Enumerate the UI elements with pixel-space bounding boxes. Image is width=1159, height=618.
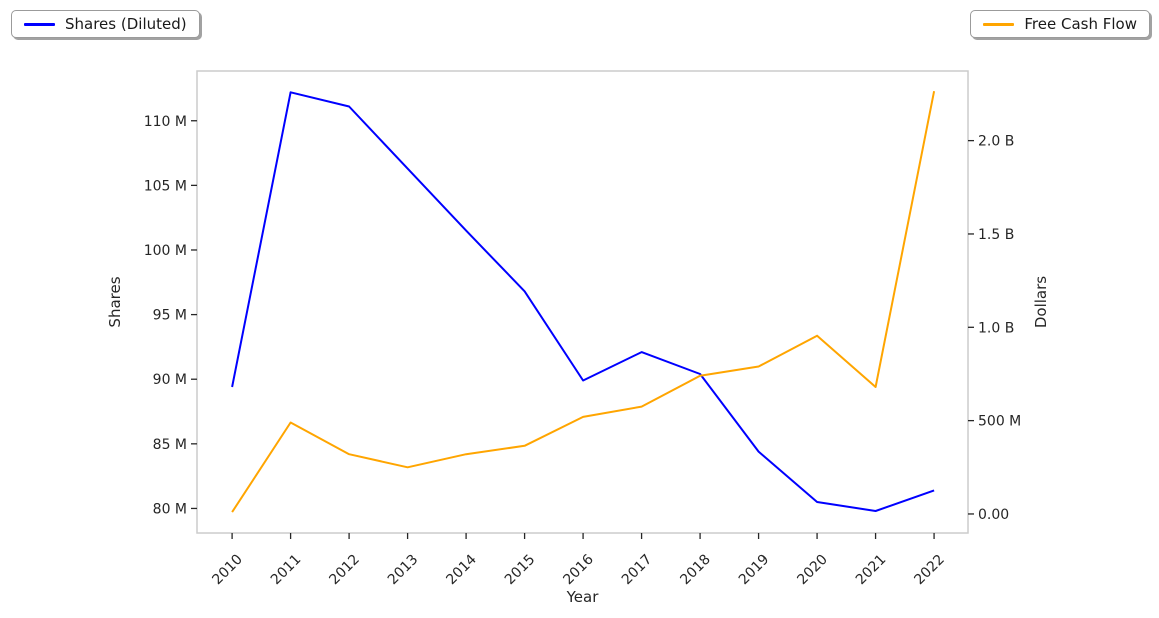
legend-line-sample-fcf-icon xyxy=(983,22,1015,26)
series-line-free-cash-flow xyxy=(231,91,936,513)
left-tick-label: 105 M xyxy=(144,178,187,194)
right-tick-label: 1.5 B xyxy=(978,227,1014,243)
right-tick-label: 1.0 B xyxy=(978,320,1014,336)
left-tick-label: 85 M xyxy=(153,437,187,453)
left-tick-label: 100 M xyxy=(144,243,187,259)
x-tick-label: 2019 xyxy=(736,552,773,589)
right-tick-label: 2.0 B xyxy=(978,134,1014,150)
left-tick-label: 80 M xyxy=(153,501,187,517)
legend-label-fcf: Free Cash Flow xyxy=(1024,15,1137,33)
left-tick-label: 110 M xyxy=(144,114,187,130)
series-line-shares-diluted- xyxy=(231,91,935,512)
x-tick-label: 2013 xyxy=(385,552,422,589)
legend-label-shares: Shares (Diluted) xyxy=(65,15,187,33)
x-axis-title: Year xyxy=(566,588,600,606)
left-tick-label: 95 M xyxy=(153,308,187,324)
left-axis-title: Shares xyxy=(106,276,124,327)
x-tick-label: 2012 xyxy=(326,552,363,589)
right-axis-title: Dollars xyxy=(1032,276,1050,328)
x-tick-label: 2020 xyxy=(794,552,831,589)
axes-frame xyxy=(196,70,969,534)
x-tick-label: 2022 xyxy=(911,552,948,589)
legend-free-cash-flow: Free Cash Flow xyxy=(970,10,1150,38)
x-tick-label: 2017 xyxy=(619,552,656,589)
x-tick-label: 2018 xyxy=(677,552,714,589)
right-tick-label: 0.00 xyxy=(978,507,1009,523)
left-tick-label: 90 M xyxy=(153,372,187,388)
x-tick-label: 2010 xyxy=(209,552,246,589)
x-tick-label: 2015 xyxy=(502,552,539,589)
right-tick-label: 500 M xyxy=(978,414,1021,430)
x-tick-label: 2021 xyxy=(853,552,890,589)
legend-shares-diluted: Shares (Diluted) xyxy=(11,10,200,38)
x-tick-label: 2011 xyxy=(268,552,305,589)
x-tick-label: 2014 xyxy=(443,551,480,588)
x-tick-label: 2016 xyxy=(560,551,597,588)
legend-line-sample-shares-icon xyxy=(24,22,55,26)
